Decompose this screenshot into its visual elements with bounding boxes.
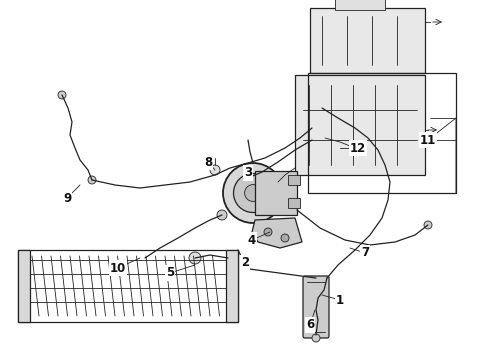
Text: 9: 9 [63,192,71,204]
Circle shape [245,185,261,201]
Circle shape [217,210,227,220]
Polygon shape [252,218,302,248]
Text: 12: 12 [350,141,366,154]
Bar [288,175,300,185]
Circle shape [234,174,272,212]
Circle shape [281,234,289,242]
Circle shape [424,221,432,229]
Circle shape [58,91,66,99]
Bar [255,171,297,215]
Bar [18,250,238,322]
FancyBboxPatch shape [303,276,329,338]
Text: 4: 4 [248,234,256,247]
Text: 5: 5 [166,266,174,279]
Bar [335,0,385,10]
Bar [295,75,425,175]
Circle shape [88,176,96,184]
Circle shape [189,252,201,264]
Circle shape [312,334,320,342]
Bar [288,198,300,208]
Bar [226,250,238,322]
Text: 7: 7 [361,247,369,260]
Text: 3: 3 [244,166,252,180]
Text: 2: 2 [241,256,249,270]
Circle shape [264,228,272,236]
Circle shape [223,163,283,223]
Bar [18,250,30,322]
Text: 8: 8 [204,156,212,168]
Bar [310,8,425,73]
Text: 6: 6 [306,319,314,332]
Circle shape [210,165,220,175]
Text: 1: 1 [336,293,344,306]
Text: 11: 11 [420,134,436,147]
Bar [308,73,456,193]
Text: 10: 10 [110,261,126,274]
